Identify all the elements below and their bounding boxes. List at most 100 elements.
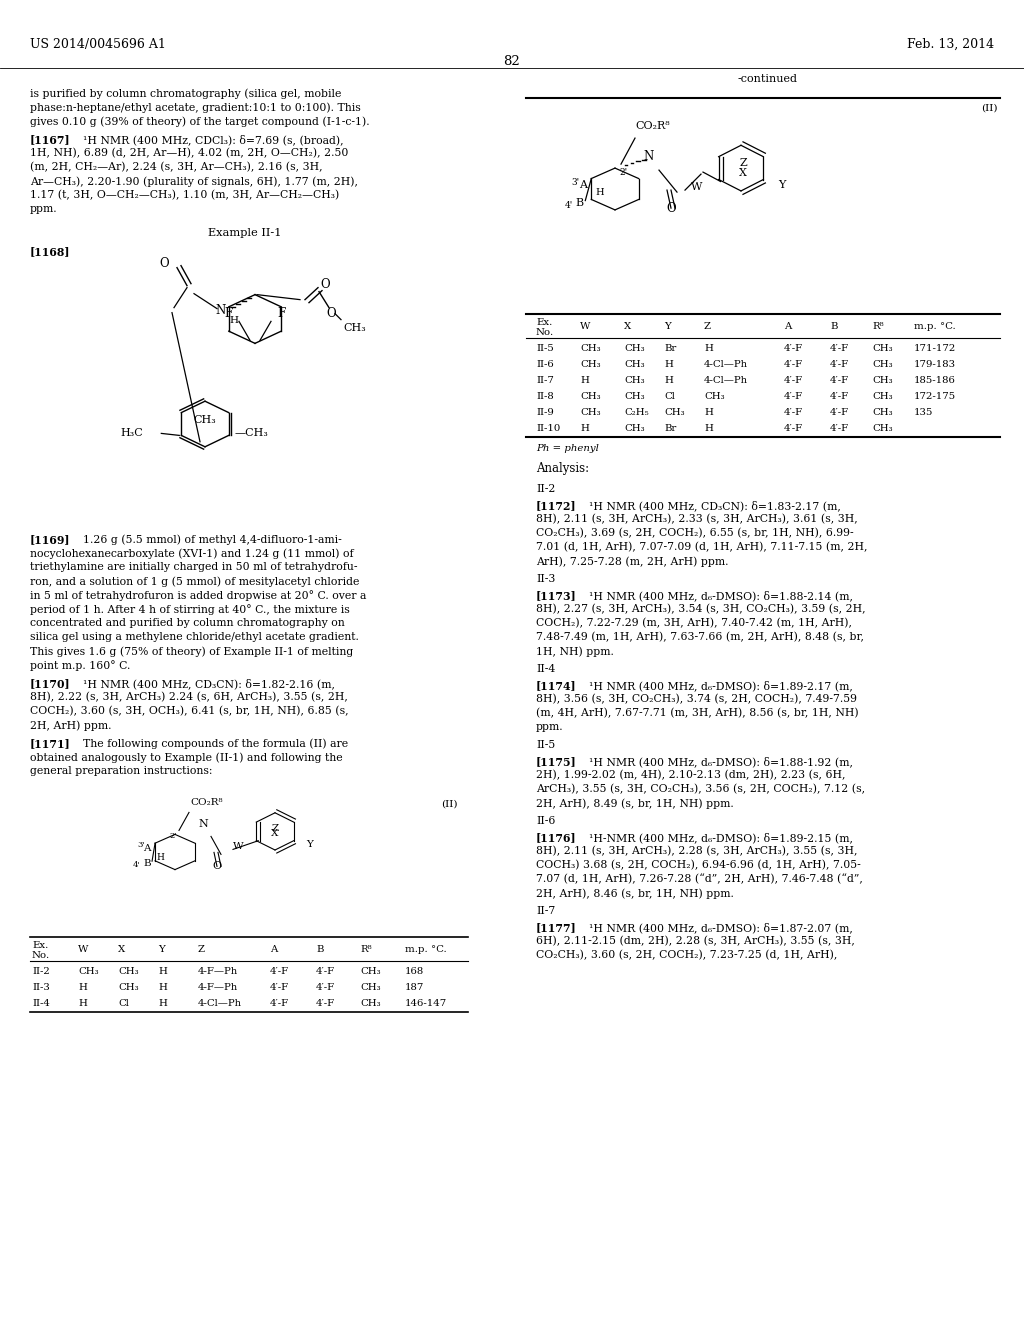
Text: CH₃: CH₃ <box>360 983 381 993</box>
Text: 7.48-7.49 (m, 1H, ArH), 7.63-7.66 (m, 2H, ArH), 8.48 (s, br,: 7.48-7.49 (m, 1H, ArH), 7.63-7.66 (m, 2H… <box>536 632 864 643</box>
Text: H: H <box>158 968 167 975</box>
Text: CH₃: CH₃ <box>872 424 893 433</box>
Text: 4′-F: 4′-F <box>784 376 803 385</box>
Text: [1177]: [1177] <box>536 921 577 933</box>
Text: [1174]: [1174] <box>536 680 577 690</box>
Text: ¹H NMR (400 MHz, d₆-DMSO): δ=1.87-2.07 (m,: ¹H NMR (400 MHz, d₆-DMSO): δ=1.87-2.07 (… <box>582 921 853 933</box>
Text: 187: 187 <box>406 983 424 993</box>
Text: II-3: II-3 <box>32 983 50 993</box>
Text: Cl: Cl <box>118 999 129 1008</box>
Text: ¹H NMR (400 MHz, CD₃CN): δ=1.83-2.17 (m,: ¹H NMR (400 MHz, CD₃CN): δ=1.83-2.17 (m, <box>582 500 841 511</box>
Text: 2H, ArH), 8.46 (s, br, 1H, NH) ppm.: 2H, ArH), 8.46 (s, br, 1H, NH) ppm. <box>536 888 734 899</box>
Text: 8H), 2.11 (s, 3H, ArCH₃), 2.33 (s, 3H, ArCH₃), 3.61 (s, 3H,: 8H), 2.11 (s, 3H, ArCH₃), 2.33 (s, 3H, A… <box>536 513 858 524</box>
Text: triethylamine are initially charged in 50 ml of tetrahydrofu-: triethylamine are initially charged in 5… <box>30 562 357 572</box>
Text: O: O <box>667 202 676 215</box>
Text: (II): (II) <box>441 800 458 809</box>
Text: 4′-F: 4′-F <box>784 392 803 401</box>
Text: Z: Z <box>198 945 205 954</box>
Text: ron, and a solution of 1 g (5 mmol) of mesitylacetyl chloride: ron, and a solution of 1 g (5 mmol) of m… <box>30 576 359 586</box>
Text: 6H), 2.11-2.15 (dm, 2H), 2.28 (s, 3H, ArCH₃), 3.55 (s, 3H,: 6H), 2.11-2.15 (dm, 2H), 2.28 (s, 3H, Ar… <box>536 936 855 946</box>
Text: 4': 4' <box>565 201 573 210</box>
Text: X: X <box>118 945 125 954</box>
Text: 4′-F: 4′-F <box>830 345 849 352</box>
Text: m.p. °C.: m.p. °C. <box>406 945 446 954</box>
Text: ppm.: ppm. <box>536 722 563 733</box>
Text: CH₃: CH₃ <box>360 999 381 1008</box>
Text: is purified by column chromatography (silica gel, mobile: is purified by column chromatography (si… <box>30 88 341 99</box>
Text: II-7: II-7 <box>536 906 555 916</box>
Text: W: W <box>691 182 702 193</box>
Text: Y: Y <box>777 180 785 190</box>
Text: CH₃: CH₃ <box>872 345 893 352</box>
Text: II-6: II-6 <box>536 816 555 826</box>
Text: H: H <box>705 345 713 352</box>
Text: 7.01 (d, 1H, ArH), 7.07-7.09 (d, 1H, ArH), 7.11-7.15 (m, 2H,: 7.01 (d, 1H, ArH), 7.07-7.09 (d, 1H, ArH… <box>536 543 867 552</box>
Text: 1H, NH), 6.89 (d, 2H, Ar—H), 4.02 (m, 2H, O—CH₂), 2.50: 1H, NH), 6.89 (d, 2H, Ar—H), 4.02 (m, 2H… <box>30 148 348 158</box>
Text: 2': 2' <box>618 168 627 177</box>
Text: 4′-F: 4′-F <box>270 983 289 993</box>
Text: Cl: Cl <box>664 392 675 401</box>
Text: CH₃: CH₃ <box>872 376 893 385</box>
Text: H: H <box>158 999 167 1008</box>
Text: 171-172: 171-172 <box>914 345 956 352</box>
Text: 4′-F: 4′-F <box>316 983 335 993</box>
Text: ArCH₃), 3.55 (s, 3H, CO₂CH₃), 3.56 (s, 2H, COCH₂), 7.12 (s,: ArCH₃), 3.55 (s, 3H, CO₂CH₃), 3.56 (s, 2… <box>536 784 865 795</box>
Text: ArH), 7.25-7.28 (m, 2H, ArH) ppm.: ArH), 7.25-7.28 (m, 2H, ArH) ppm. <box>536 556 728 566</box>
Text: ¹H-NMR (400 MHz, d₆-DMSO): δ=1.89-2.15 (m,: ¹H-NMR (400 MHz, d₆-DMSO): δ=1.89-2.15 (… <box>582 832 853 842</box>
Text: 2H, ArH), 8.49 (s, br, 1H, NH) ppm.: 2H, ArH), 8.49 (s, br, 1H, NH) ppm. <box>536 799 734 809</box>
Text: 2H, ArH) ppm.: 2H, ArH) ppm. <box>30 719 112 730</box>
Text: CH₃: CH₃ <box>580 408 601 417</box>
Text: m.p. °C.: m.p. °C. <box>914 322 955 331</box>
Text: COCH₃) 3.68 (s, 2H, COCH₂), 6.94-6.96 (d, 1H, ArH), 7.05-: COCH₃) 3.68 (s, 2H, COCH₂), 6.94-6.96 (d… <box>536 861 861 870</box>
Text: II-4: II-4 <box>32 999 50 1008</box>
Text: H: H <box>78 983 87 993</box>
Text: ¹H NMR (400 MHz, d₆-DMSO): δ=1.88-2.14 (m,: ¹H NMR (400 MHz, d₆-DMSO): δ=1.88-2.14 (… <box>582 590 853 601</box>
Text: 4-Cl—Ph: 4-Cl—Ph <box>705 376 749 385</box>
Text: II-7: II-7 <box>536 376 554 385</box>
Text: Ex.: Ex. <box>32 941 48 950</box>
Text: (m, 4H, ArH), 7.67-7.71 (m, 3H, ArH), 8.56 (s, br, 1H, NH): (m, 4H, ArH), 7.67-7.71 (m, 3H, ArH), 8.… <box>536 708 859 718</box>
Text: CH₃: CH₃ <box>705 392 725 401</box>
Text: 3': 3' <box>571 178 580 187</box>
Text: nocyclohexanecarboxylate (XVI-1) and 1.24 g (11 mmol) of: nocyclohexanecarboxylate (XVI-1) and 1.2… <box>30 548 353 558</box>
Text: CH₃: CH₃ <box>580 392 601 401</box>
Text: -continued: -continued <box>738 74 798 84</box>
Text: 4′-F: 4′-F <box>270 968 289 975</box>
Text: B: B <box>143 859 151 867</box>
Text: Example II-1: Example II-1 <box>208 228 282 238</box>
Text: Br: Br <box>664 345 676 352</box>
Text: 4′-F: 4′-F <box>316 968 335 975</box>
Text: R⁸: R⁸ <box>872 322 884 331</box>
Text: F: F <box>278 306 286 319</box>
Text: O: O <box>159 257 169 271</box>
Text: CH₃: CH₃ <box>580 345 601 352</box>
Text: No.: No. <box>536 327 554 337</box>
Text: CO₂CH₃), 3.69 (s, 2H, COCH₂), 6.55 (s, br, 1H, NH), 6.99-: CO₂CH₃), 3.69 (s, 2H, COCH₂), 6.55 (s, b… <box>536 528 854 539</box>
Text: 8H), 2.22 (s, 3H, ArCH₃) 2.24 (s, 6H, ArCH₃), 3.55 (s, 2H,: 8H), 2.22 (s, 3H, ArCH₃) 2.24 (s, 6H, Ar… <box>30 692 348 702</box>
Text: 4′-F: 4′-F <box>784 360 803 370</box>
Text: 4′-F: 4′-F <box>316 999 335 1008</box>
Text: 4′-F: 4′-F <box>830 360 849 370</box>
Text: O: O <box>327 308 336 321</box>
Text: 168: 168 <box>406 968 424 975</box>
Text: Analysis:: Analysis: <box>536 462 589 475</box>
Text: silica gel using a methylene chloride/ethyl acetate gradient.: silica gel using a methylene chloride/et… <box>30 632 358 642</box>
Text: II-2: II-2 <box>536 484 555 494</box>
Text: 4′-F: 4′-F <box>830 376 849 385</box>
Text: 4-F—Ph: 4-F—Ph <box>198 968 239 975</box>
Text: ¹H NMR (400 MHz, CD₃CN): δ=1.82-2.16 (m,: ¹H NMR (400 MHz, CD₃CN): δ=1.82-2.16 (m, <box>76 678 335 689</box>
Text: II-6: II-6 <box>536 360 554 370</box>
Text: [1168]: [1168] <box>30 246 71 257</box>
Text: COCH₂), 7.22-7.29 (m, 3H, ArH), 7.40-7.42 (m, 1H, ArH),: COCH₂), 7.22-7.29 (m, 3H, ArH), 7.40-7.4… <box>536 618 852 628</box>
Text: N: N <box>198 820 208 829</box>
Text: A: A <box>784 322 792 331</box>
Text: period of 1 h. After 4 h of stirring at 40° C., the mixture is: period of 1 h. After 4 h of stirring at … <box>30 605 350 615</box>
Text: 1H, NH) ppm.: 1H, NH) ppm. <box>536 645 613 656</box>
Text: 135: 135 <box>914 408 933 417</box>
Text: ¹H NMR (400 MHz, d₆-DMSO): δ=1.89-2.17 (m,: ¹H NMR (400 MHz, d₆-DMSO): δ=1.89-2.17 (… <box>582 680 853 690</box>
Text: ¹H NMR (400 MHz, CDCl₃): δ=7.69 (s, (broad),: ¹H NMR (400 MHz, CDCl₃): δ=7.69 (s, (bro… <box>76 135 344 145</box>
Text: Z: Z <box>705 322 711 331</box>
Text: A: A <box>143 845 151 853</box>
Text: Feb. 13, 2014: Feb. 13, 2014 <box>907 38 994 51</box>
Text: Y: Y <box>158 945 165 954</box>
